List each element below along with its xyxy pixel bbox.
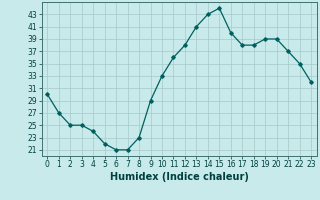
X-axis label: Humidex (Indice chaleur): Humidex (Indice chaleur) [110,172,249,182]
